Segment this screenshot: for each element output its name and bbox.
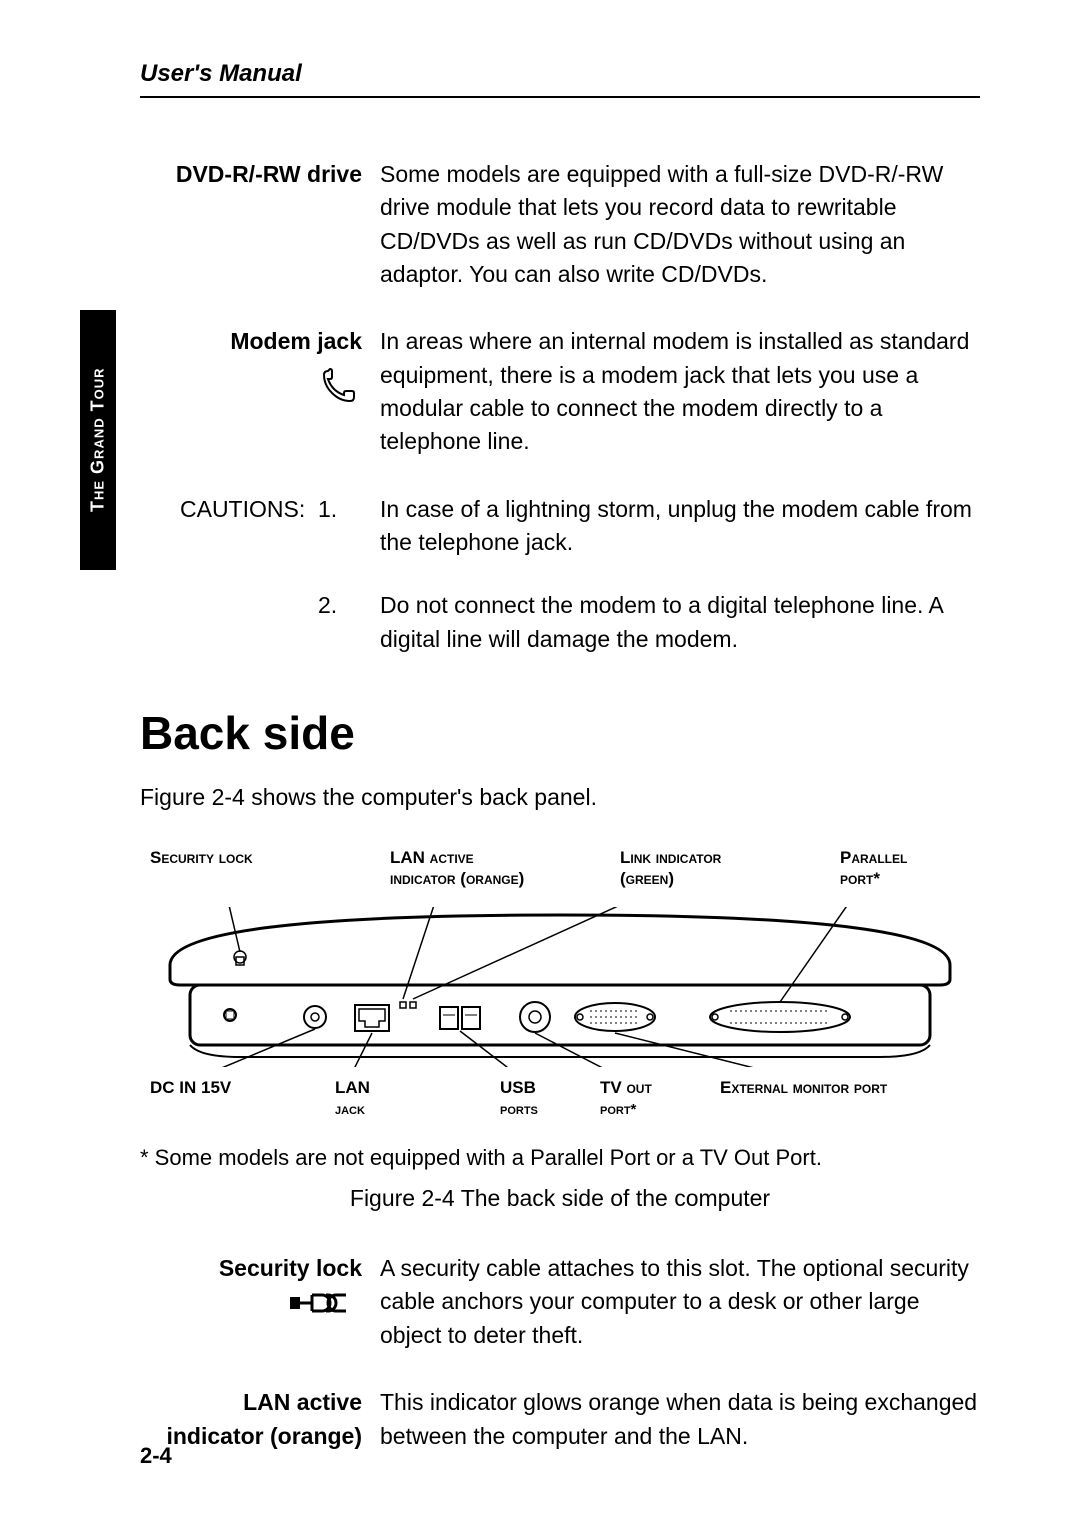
term-security-lock: Security lock — [140, 1252, 380, 1352]
label-security-lock: Security lock — [150, 847, 253, 868]
term-lan-active: LAN active indicator (orange) — [140, 1386, 380, 1453]
header: User's Manual — [140, 60, 980, 98]
term-modem-label: Modem jack — [230, 328, 362, 354]
term-security-lock-label: Security lock — [219, 1255, 362, 1281]
figure-caption: Figure 2-4 The back side of the computer — [140, 1185, 980, 1212]
section-intro: Figure 2-4 shows the computer's back pan… — [140, 784, 980, 811]
desc-lan-active: This indicator glows orange when data is… — [380, 1386, 980, 1453]
label-lan-active-1: LAN active indicator (orange) — [390, 847, 524, 890]
laptop-back-drawing — [140, 907, 980, 1067]
definition-row-dvd: DVD-R/-RW drive Some models are equipped… — [140, 158, 980, 291]
label-dcin: DC IN 15V — [150, 1077, 231, 1098]
section-heading: Back side — [140, 706, 980, 760]
desc-modem: In areas where an internal modem is inst… — [380, 325, 980, 458]
page: User's Manual The Grand Tour DVD-R/-RW d… — [0, 0, 1080, 1529]
term-modem: Modem jack — [140, 325, 380, 458]
definition-row-modem: Modem jack In areas where an internal mo… — [140, 325, 980, 458]
term-lan-active-1: LAN active — [243, 1389, 362, 1415]
term-dvd: DVD-R/-RW drive — [140, 158, 380, 291]
phone-handset-icon — [140, 365, 362, 414]
desc-security-lock: A security cable attaches to this slot. … — [380, 1252, 980, 1352]
cautions-spacer — [140, 589, 318, 656]
label-tvout: TV out port* — [600, 1077, 652, 1120]
cautions-num-2: 2. — [318, 589, 380, 656]
cautions-text-2: Do not connect the modem to a digital te… — [380, 589, 980, 656]
term-lan-active-2: indicator (orange) — [166, 1423, 362, 1449]
cautions-text-1: In case of a lightning storm, unplug the… — [380, 493, 980, 560]
label-lan: LAN jack — [335, 1077, 370, 1120]
cautions-row-2: 2. Do not connect the modem to a digital… — [140, 589, 980, 656]
cautions-label: CAUTIONS: — [140, 493, 318, 560]
figure-back-panel: Security lock LAN active indicator (oran… — [140, 847, 980, 1127]
cautions-num-1: 1. — [318, 493, 380, 560]
definition-row-lan-active: LAN active indicator (orange) This indic… — [140, 1386, 980, 1453]
header-title: User's Manual — [140, 60, 980, 88]
label-link-indicator: Link indicator (green) — [620, 847, 721, 890]
label-ext-monitor: External monitor port — [720, 1077, 887, 1098]
cautions-row-1: CAUTIONS: 1. In case of a lightning stor… — [140, 493, 980, 560]
label-parallel: Parallel port* — [840, 847, 907, 890]
page-number: 2-4 — [140, 1443, 172, 1469]
figure-note: * Some models are not equipped with a Pa… — [140, 1145, 980, 1171]
label-usb: USB ports — [500, 1077, 538, 1120]
definition-row-security-lock: Security lock A security cable attaches … — [140, 1252, 980, 1352]
lock-slot-icon — [140, 1291, 362, 1324]
chapter-side-tab: The Grand Tour — [80, 310, 116, 570]
desc-dvd: Some models are equipped with a full-siz… — [380, 158, 980, 291]
